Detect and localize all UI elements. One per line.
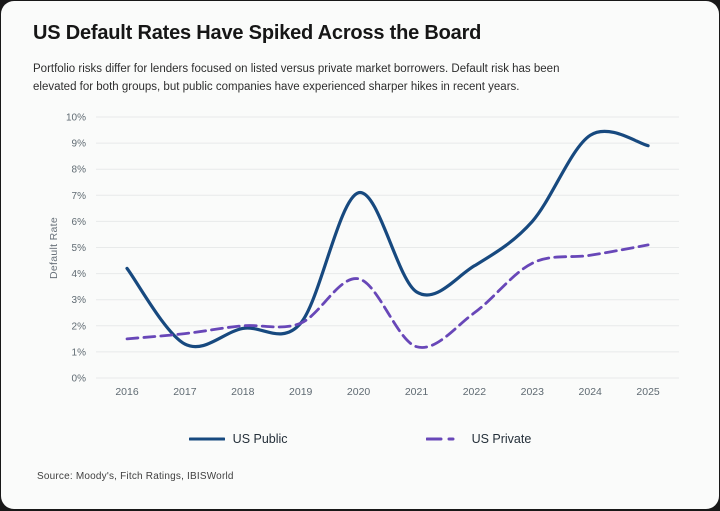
y-tick-label: 7% [72,191,87,202]
legend-item-us-public: US Public [188,432,288,446]
x-tick-label: 2019 [289,386,313,398]
legend-label-us-public: US Public [232,432,288,446]
y-axis-label: Default Rate [48,217,60,279]
legend-label-us-private: US Private [471,432,532,446]
x-tick-label: 2024 [579,386,603,398]
y-tick-label: 10% [66,113,86,124]
x-tick-label: 2022 [463,386,487,398]
subtitle-line-2: elevated for both groups, but public com… [33,80,520,93]
us-public-line-swatch-icon [188,437,225,441]
x-tick-label: 2025 [636,386,660,398]
x-tick-label: 2023 [521,386,545,398]
x-tick-label: 2020 [347,386,371,398]
y-tick-label: 8% [72,165,87,176]
y-tick-label: 0% [72,374,87,385]
y-tick-label: 3% [72,295,87,306]
subtitle-line-1: Portfolio risks differ for lenders focus… [33,63,560,75]
x-tick-label: 2021 [405,386,429,398]
y-tick-label: 6% [72,217,87,228]
x-tick-label: 2018 [231,386,255,398]
series-line-us-public [125,129,650,349]
us-private-dashed-swatch-icon [425,437,464,441]
series-line-us-private [125,243,650,349]
x-tick-label: 2016 [115,386,139,398]
y-tick-label: 5% [72,243,87,254]
chart-legend: US Public US Private [1,432,719,446]
page-title: US Default Rates Have Spiked Across the … [33,22,482,44]
x-tick-label: 2017 [173,386,197,398]
y-tick-label: 2% [72,321,87,332]
y-tick-label: 1% [72,347,87,358]
y-tick-label: 9% [72,139,87,150]
legend-item-us-private: US Private [425,432,532,446]
chart-subtitle: Portfolio risks differ for lenders focus… [33,61,643,97]
y-tick-label: 4% [72,269,87,280]
source-attribution: Source: Moody's, Fitch Ratings, IBISWorl… [37,471,234,482]
